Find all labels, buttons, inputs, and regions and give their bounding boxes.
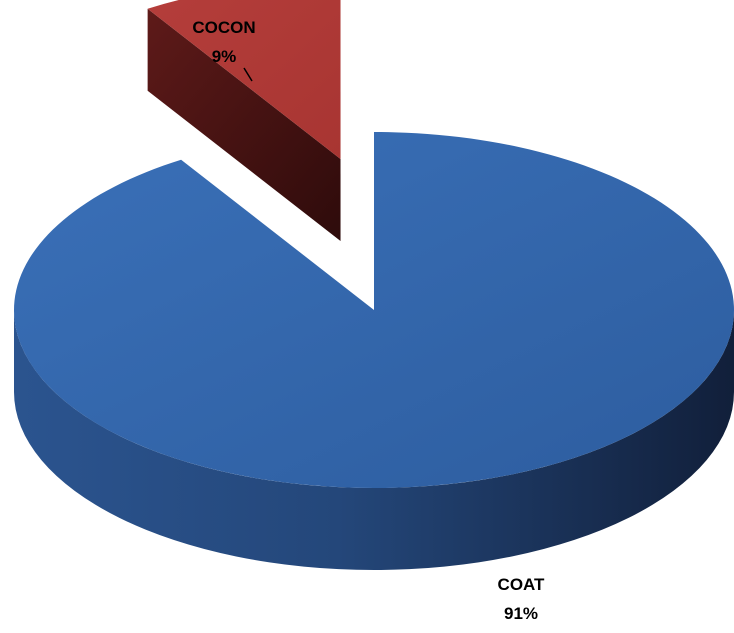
- pie-slice-coat: [13, 132, 734, 570]
- slice-value-label-cocon: 9%: [212, 47, 237, 66]
- pie-slice-cocon: [147, 0, 341, 242]
- slice-label-coat: COAT: [498, 575, 546, 594]
- slice-value-label-coat: 91%: [504, 604, 538, 623]
- pie-slice-cut-face: [147, 8, 341, 242]
- pie-slice-top: [147, 0, 341, 160]
- label-leader-line-cocon: [243, 67, 253, 82]
- pie-slice-side: [14, 310, 734, 570]
- pie-slice-top: [13, 132, 734, 488]
- slice-label-cocon: COCON: [192, 18, 255, 37]
